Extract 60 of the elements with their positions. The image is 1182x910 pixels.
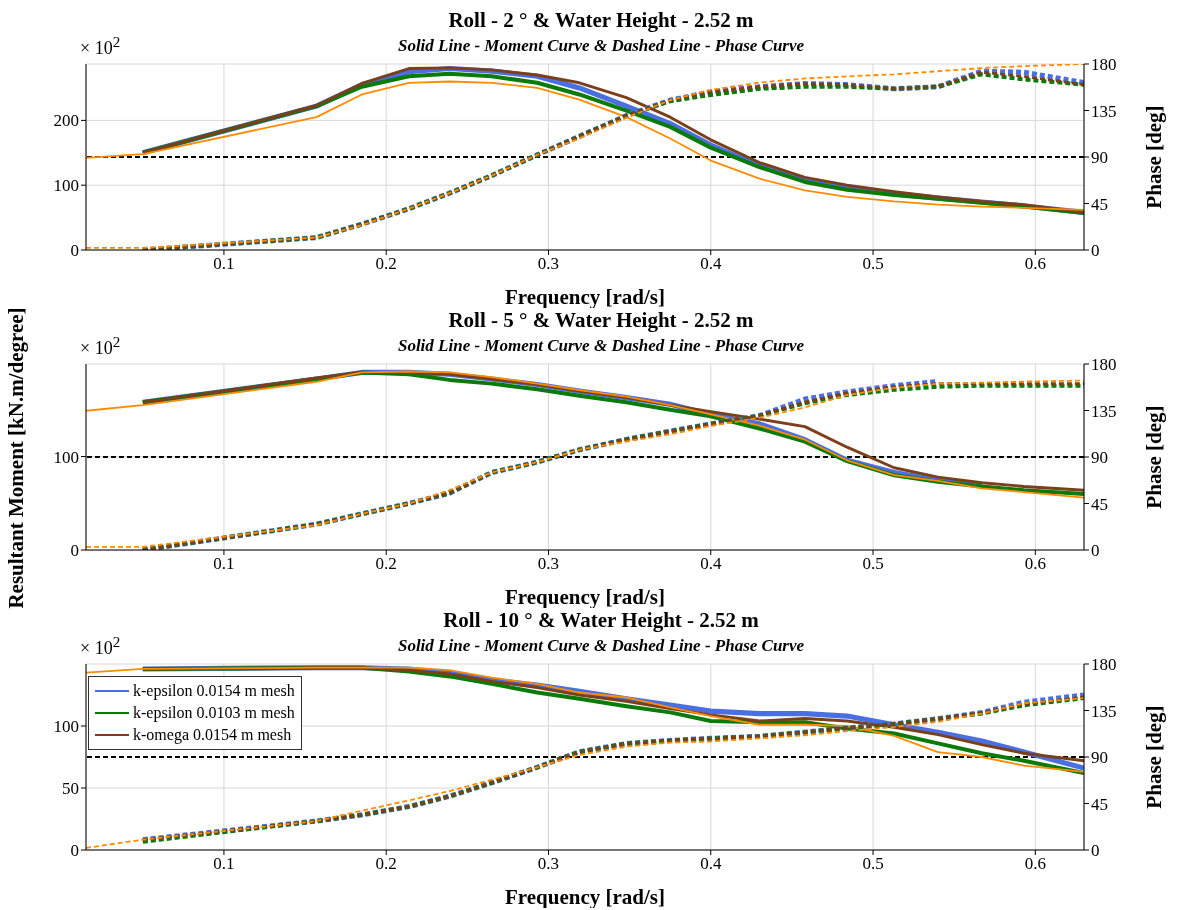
x-tick-label: 0.5: [862, 854, 884, 874]
chart-subtitle: Solid Line - Moment Curve & Dashed Line - Phase Curve: [397, 636, 805, 655]
x-axis-title: Frequency [rad/s]: [504, 285, 666, 309]
y-tick-label: 50: [62, 779, 79, 799]
x-tick-label: 0.1: [213, 254, 235, 274]
legend-label: k-omega 0.0154 m mesh: [133, 726, 292, 744]
y2-tick-label: 90: [1091, 748, 1108, 768]
x-tick-label: 0.2: [375, 854, 397, 874]
x-tick-label: 0.6: [1024, 554, 1046, 574]
chart-subtitle: Solid Line - Moment Curve & Dashed Line - Phase Curve: [397, 36, 805, 55]
y2-tick-label: 0: [1091, 241, 1100, 261]
y2-axis-title: Phase [deg]: [1142, 705, 1167, 809]
y2-tick-label: 90: [1091, 448, 1108, 468]
y2-tick-label: 90: [1091, 148, 1108, 168]
text: × 10$^{2}$: [80, 334, 121, 359]
chart-title: Roll - 10 ° & Water Height - 2.52 m: [443, 608, 759, 632]
y-tick-label: 0: [70, 541, 79, 561]
y2-axis-title: Phase [deg]: [1142, 105, 1167, 209]
y2-tick-label: 0: [1091, 541, 1100, 561]
x-tick-label: 0.4: [700, 854, 722, 874]
y-tick-label: 100: [53, 447, 79, 467]
chart-title: Roll - 5 ° & Water Height - 2.52 m: [448, 308, 754, 332]
x-tick-label: 0.5: [862, 554, 884, 574]
x-tick-label: 0.1: [213, 554, 235, 574]
x-axis-title: Frequency [rad/s]: [504, 585, 666, 609]
y-tick-label: 0: [70, 841, 79, 861]
y2-tick-label: 135: [1091, 101, 1117, 121]
x-tick-label: 0.2: [375, 254, 397, 274]
text: × 10$^{2}$: [80, 34, 121, 59]
y2-tick-label: 180: [1091, 355, 1117, 375]
legend-label: k-epsilon 0.0154 m mesh: [133, 682, 295, 700]
x-tick-label: 0.3: [537, 254, 560, 274]
y-tick-label: 100: [53, 717, 79, 737]
y2-tick-label: 45: [1091, 794, 1108, 814]
y2-tick-label: 0: [1091, 841, 1100, 861]
y2-tick-label: 45: [1091, 494, 1108, 514]
text: × 10$^{2}$: [80, 634, 121, 659]
x-tick-label: 0.3: [537, 854, 560, 874]
x-tick-label: 0.4: [700, 254, 722, 274]
y2-tick-label: 45: [1091, 194, 1108, 214]
y2-axis-title: Phase [deg]: [1142, 405, 1167, 509]
chart-subtitle: Solid Line - Moment Curve & Dashed Line - Phase Curve: [397, 336, 805, 355]
y2-tick-label: 180: [1091, 655, 1117, 675]
x-tick-label: 0.5: [862, 254, 884, 274]
legend-label: k-epsilon 0.0103 m mesh: [133, 704, 295, 722]
y-tick-label: 100: [53, 176, 79, 196]
y2-tick-label: 135: [1091, 401, 1117, 421]
x-tick-label: 0.6: [1024, 254, 1046, 274]
y-tick-label: 200: [53, 111, 79, 131]
x-tick-label: 0.2: [375, 554, 397, 574]
y2-tick-label: 180: [1091, 55, 1117, 75]
x-tick-label: 0.6: [1024, 854, 1046, 874]
y-tick-label: 0: [70, 241, 79, 261]
y2-tick-label: 135: [1091, 701, 1117, 721]
x-axis-title: Frequency [rad/s]: [504, 885, 666, 909]
x-tick-label: 0.1: [213, 854, 235, 874]
x-tick-label: 0.4: [700, 554, 722, 574]
x-tick-label: 0.3: [537, 554, 560, 574]
y-axis-title: Resultant Moment [kN.m/degree]: [3, 307, 29, 609]
chart-title: Roll - 2 ° & Water Height - 2.52 m: [448, 8, 754, 32]
